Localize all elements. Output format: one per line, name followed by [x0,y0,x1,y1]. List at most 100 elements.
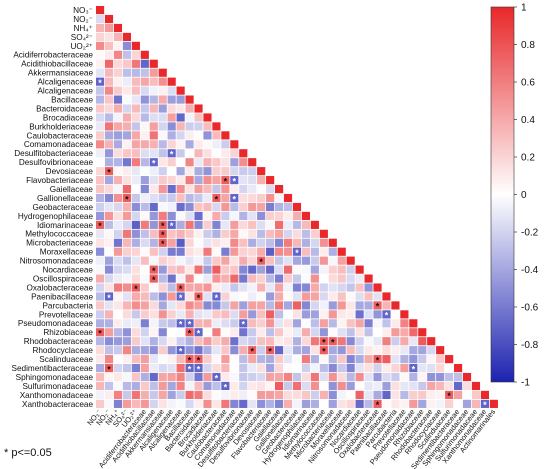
significance-marker: * [295,248,299,258]
heatmap-cell [149,337,158,346]
heatmap-cell [454,372,463,382]
heatmap-cell [194,176,203,185]
heatmap-cell [221,131,230,140]
heatmap-cell [283,328,293,337]
heatmap-cell [355,372,364,382]
heatmap-cell [212,185,221,194]
heatmap-cell [454,399,463,408]
heatmap-cell [96,202,105,212]
heatmap-cell [319,372,328,382]
heatmap-cell [373,381,382,391]
heatmap-cell [194,238,203,247]
heatmap-cell [239,381,248,391]
heatmap-cell [301,390,310,399]
heatmap-cell [391,346,400,355]
heatmap-cell [382,301,391,310]
heatmap-cell [310,390,319,399]
row-label: Scalinduaceae [39,355,93,364]
heatmap-cell [176,301,185,310]
colorbar-tick-label: -0.4 [521,265,539,276]
row-label: NH₄⁺ [74,24,94,33]
heatmap-cell [96,131,105,140]
heatmap-cell [266,310,275,319]
heatmap-cell [319,390,328,399]
heatmap-cell [122,41,131,50]
heatmap-cell [221,319,230,328]
heatmap-cell [409,364,418,373]
heatmap-cell [283,399,293,408]
heatmap-cell [257,337,266,346]
heatmap-cell [266,229,275,238]
heatmap-cell [96,86,105,95]
significance-marker: * [197,329,201,339]
heatmap-cell [239,185,248,194]
heatmap-cell [292,399,302,408]
heatmap-cell [96,399,105,408]
heatmap-cell [122,381,131,391]
heatmap-cell [122,265,131,274]
heatmap-cell [248,247,257,256]
heatmap-cell [185,131,194,140]
heatmap-cell [337,390,346,399]
heatmap-cell [113,283,123,292]
heatmap-cell [113,337,123,346]
heatmap-cell [104,390,114,399]
heatmap-cell [158,211,167,220]
heatmap-cell [122,158,131,167]
heatmap-cell [104,95,114,104]
heatmap-cell [176,104,185,113]
heatmap-cell [149,104,158,113]
heatmap-cell [113,399,123,408]
heatmap-cell [194,319,203,328]
heatmap-cell [140,265,149,274]
heatmap-cell [382,346,391,355]
heatmap-cell [131,41,140,50]
heatmap-cell [149,292,158,301]
heatmap-cell [239,176,248,185]
row-label: Bacteroidaceae [36,104,93,113]
heatmap-cell [292,211,302,220]
heatmap-cell [310,301,319,310]
heatmap-cell [400,372,409,382]
heatmap-cell [140,301,149,310]
heatmap-cell [131,193,140,203]
heatmap-cell [337,399,346,408]
heatmap-cell [185,95,194,104]
heatmap-cell [248,319,257,328]
heatmap-cell [257,238,266,247]
heatmap-cell [239,328,248,337]
heatmap-cell [319,283,328,292]
significance-marker: * [152,275,156,285]
heatmap-cell [167,301,176,310]
row-label: Sedimentibacteraceae [12,364,94,373]
row-label: Desulfitobacteriaceae [14,149,93,158]
heatmap-cell [149,319,158,328]
heatmap-cell [167,372,176,382]
heatmap-cell [310,328,319,337]
heatmap-cell [310,346,319,355]
heatmap-cell [96,381,105,391]
heatmap-cell [104,399,114,408]
heatmap-cell [122,77,131,86]
heatmap-cell [301,238,310,247]
heatmap-cell [212,310,221,319]
heatmap-cell [436,364,445,373]
heatmap-cell [230,301,239,310]
heatmap-cell [176,158,185,167]
heatmap-cell [283,310,293,319]
heatmap-cell [230,220,239,229]
heatmap-cell [275,292,284,301]
heatmap-cell [355,390,364,399]
heatmap-cell [248,337,257,346]
heatmap-cell [292,202,302,212]
heatmap-cell [239,149,248,158]
heatmap-cell [176,229,185,238]
heatmap-cell [445,355,454,364]
row-label: Xanthomonadaceae [20,391,94,400]
heatmap-cell [194,283,203,292]
heatmap-cell [194,328,203,337]
heatmap-cell [122,68,131,77]
heatmap-cell [319,319,328,328]
heatmap-cell [96,113,105,122]
heatmap-cell [194,292,203,301]
